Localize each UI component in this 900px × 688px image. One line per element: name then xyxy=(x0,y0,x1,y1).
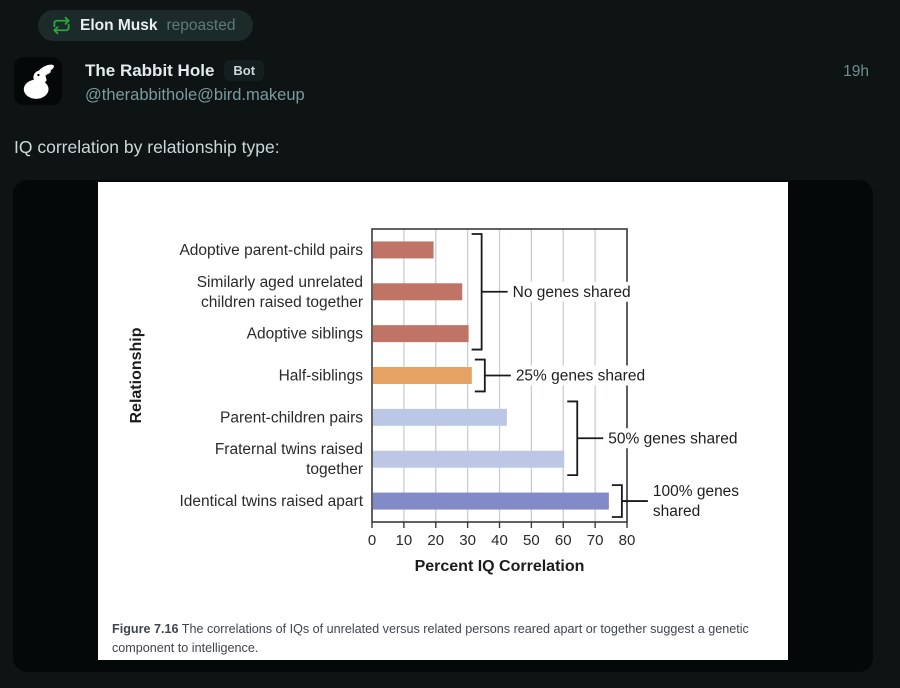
svg-text:Half-siblings: Half-siblings xyxy=(279,368,364,385)
media-attachment[interactable]: Adoptive parent-child pairs Similarly age… xyxy=(13,180,873,672)
svg-text:30: 30 xyxy=(459,532,476,549)
svg-text:60: 60 xyxy=(555,532,572,549)
svg-text:0: 0 xyxy=(368,532,376,549)
avatar[interactable] xyxy=(14,57,62,105)
reposter-name: Elon Musk xyxy=(80,16,158,34)
author-handle[interactable]: @therabbithole@bird.makeup xyxy=(85,86,305,104)
author-name[interactable]: The Rabbit Hole xyxy=(85,60,215,80)
svg-text:Percent IQ Correlation: Percent IQ Correlation xyxy=(415,558,585,575)
svg-text:50% genes shared: 50% genes shared xyxy=(608,430,737,447)
svg-text:20: 20 xyxy=(427,532,444,549)
figure-caption: Figure 7.16 The correlations of IQs of u… xyxy=(112,620,776,658)
name-row: The Rabbit Hole Bot xyxy=(85,60,305,81)
bot-badge: Bot xyxy=(224,60,265,81)
repost-icon xyxy=(53,16,70,35)
svg-text:40: 40 xyxy=(491,532,508,549)
post-text: IQ correlation by relationship type: xyxy=(14,137,280,157)
chart-image: Adoptive parent-child pairs Similarly age… xyxy=(98,182,788,660)
svg-text:Parent-children pairs: Parent-children pairs xyxy=(220,409,363,426)
svg-text:No genes shared: No genes shared xyxy=(513,284,631,301)
svg-text:Identical twins raised apart: Identical twins raised apart xyxy=(179,493,363,510)
figure-caption-text: The correlations of IQs of unrelated ver… xyxy=(112,622,749,655)
svg-text:Relationship: Relationship xyxy=(128,327,145,423)
timestamp[interactable]: 19h xyxy=(843,63,869,80)
repost-banner[interactable]: Elon Musk repoasted xyxy=(38,10,254,41)
bar-chart: Adoptive parent-child pairs Similarly age… xyxy=(128,228,739,575)
rabbit-icon xyxy=(23,64,55,99)
svg-text:80: 80 xyxy=(619,532,636,549)
repost-action-label: repoasted xyxy=(166,16,236,34)
svg-text:Adoptive siblings: Adoptive siblings xyxy=(247,326,364,343)
svg-text:Adoptive parent-child pairs: Adoptive parent-child pairs xyxy=(179,242,363,259)
svg-text:50: 50 xyxy=(523,532,540,549)
svg-text:70: 70 xyxy=(587,532,604,549)
figure-caption-label: Figure 7.16 xyxy=(112,622,179,636)
svg-text:25% genes shared: 25% genes shared xyxy=(516,368,645,385)
svg-text:10: 10 xyxy=(396,532,413,549)
author-block: The Rabbit Hole Bot @therabbithole@bird.… xyxy=(85,60,305,105)
